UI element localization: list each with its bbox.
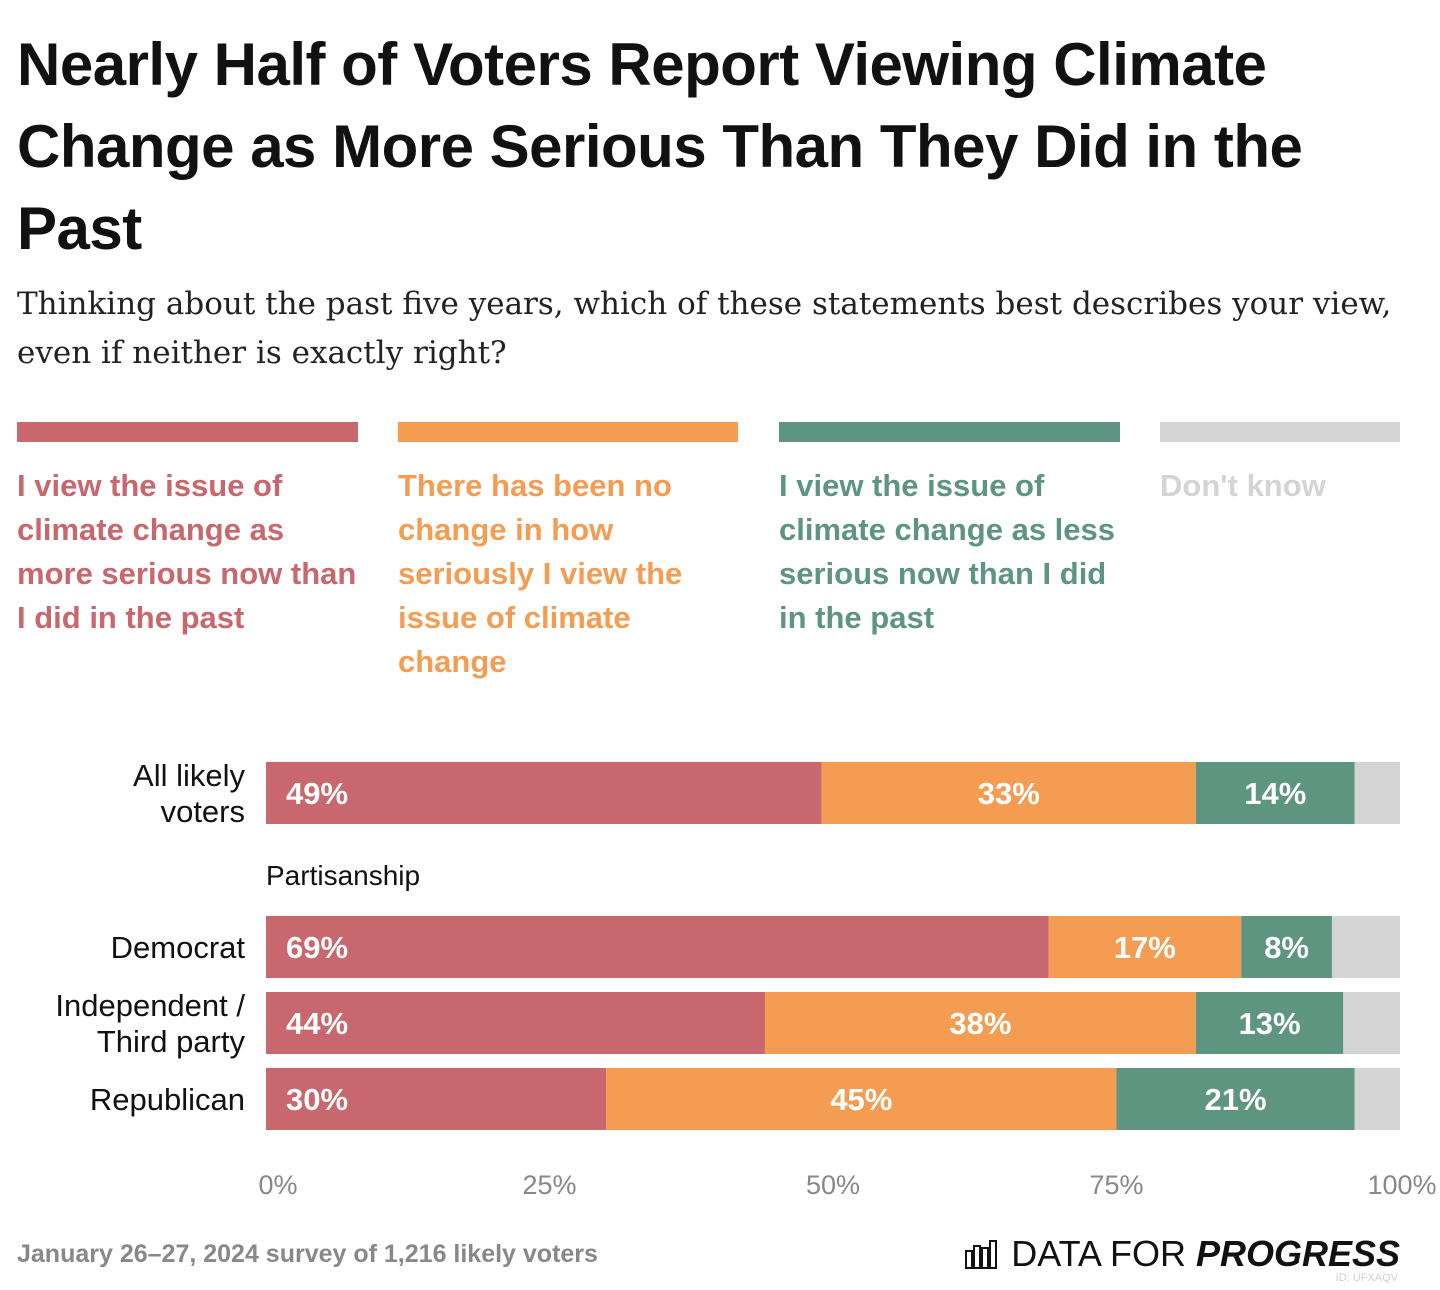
value-label-all-likely-voters-series-3: 14% [1244,776,1306,811]
legend-label-less-serious: I view the issue of climate change as le… [779,468,1116,635]
value-label-democrat-series-3: 8% [1264,930,1309,965]
legend-swatch-dont-know [1160,422,1400,442]
bar-all-likely-voters-series-2 [821,762,1196,824]
legend-label-no-change: There has been no change in how seriousl… [398,468,683,679]
bar-all-likely-voters-series-3 [1195,762,1355,824]
legend-item-less-serious: I view the issue of climate change as le… [779,422,1120,640]
value-label-independent-third-party-series-2: 38% [949,1006,1011,1041]
value-label-all-likely-voters-series-2: 33% [978,776,1040,811]
legend-label-dont-know: Don't know [1160,468,1326,503]
chart-title: Nearly Half of Voters Report Viewing Cli… [17,31,1303,262]
bar-republican-series-3 [1116,1068,1355,1130]
survey-footnote: January 26–27, 2024 survey of 1,216 like… [17,1240,598,1268]
bar-republican-series-2 [606,1068,1117,1130]
stacked-bar-chart: Partisanship All likely voters 49% 33% 14% Dem… [55,758,1436,1200]
bar-democrat-series-2 [1048,916,1242,978]
brand-logo: DATA FOR PROGRESS [965,1233,1400,1275]
value-label-all-likely-voters-series-1: 49% [286,776,348,811]
value-label-democrat-series-1: 69% [286,930,348,965]
legend-swatch-less-serious [779,422,1120,442]
chart-subtitle: Thinking about the past five years, whic… [17,286,1392,371]
bar-all-likely-voters-series-1 [266,762,822,824]
bar-republican-series-4 [1354,1068,1400,1130]
brand-text-data-for: DATA FOR [1011,1233,1186,1274]
value-label-republican-series-3: 21% [1205,1082,1267,1117]
legend-item-dont-know: Don't know [1160,422,1400,508]
bar-independent-third-party-series-1 [266,992,765,1054]
legend-swatch-no-change [398,422,738,442]
bar-democrat-series-1 [266,916,1049,978]
bar-democrat-series-4 [1331,916,1400,978]
value-label-republican-series-2: 45% [830,1082,892,1117]
bar-independent-third-party-series-3 [1195,992,1344,1054]
group-label-partisanship: Partisanship [266,860,420,891]
value-label-independent-third-party-series-1: 44% [286,1006,348,1041]
value-label-republican-series-1: 30% [286,1082,348,1117]
value-label-democrat-series-2: 17% [1114,930,1176,965]
x-tick-50-2: 50% [806,1170,860,1200]
brand-text-progress: PROGRESS [1195,1233,1400,1274]
bar-all-likely-voters-series-4 [1354,762,1400,824]
row-label-democrat: Democrat [111,930,246,965]
bar-republican-series-1 [266,1068,607,1130]
legend-item-no-change: There has been no change in how seriousl… [398,422,738,684]
row-label-independent-third-party: Independent / Third party [55,988,245,1059]
x-tick-75-3: 75% [1089,1170,1143,1200]
bar-chart-logo-icon [965,1240,998,1269]
bar-independent-third-party-series-2 [764,992,1196,1054]
x-tick-100-4: 100% [1367,1170,1436,1200]
x-tick-0-0: 0% [258,1170,297,1200]
chart-id: ID: UFXAQV [1335,1272,1398,1284]
bar-democrat-series-3 [1241,916,1332,978]
bar-independent-third-party-series-4 [1343,992,1400,1054]
legend-label-more-serious: I view the issue of climate change as mo… [17,468,357,635]
legend-item-more-serious: I view the issue of climate change as mo… [17,422,358,640]
legend-swatch-more-serious [17,422,358,442]
x-tick-25-1: 25% [522,1170,576,1200]
value-label-independent-third-party-series-3: 13% [1239,1006,1301,1041]
row-label-republican: Republican [90,1082,245,1117]
row-label-all-likely-voters: All likely voters [133,758,245,829]
